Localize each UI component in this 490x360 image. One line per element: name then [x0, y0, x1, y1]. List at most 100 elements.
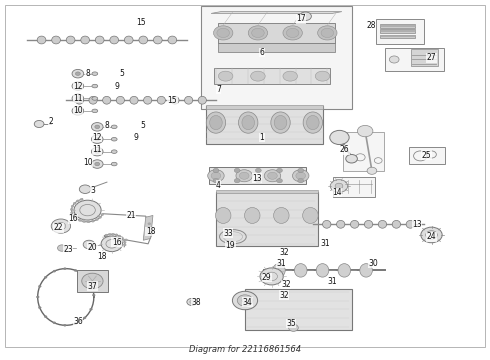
Circle shape: [234, 179, 240, 183]
Bar: [219, 42, 335, 51]
Circle shape: [187, 298, 196, 306]
Circle shape: [255, 168, 261, 172]
Circle shape: [234, 168, 240, 172]
Ellipse shape: [406, 220, 415, 228]
Text: Diagram for 22116861564: Diagram for 22116861564: [189, 345, 301, 354]
Text: 19: 19: [226, 241, 235, 250]
Ellipse shape: [110, 36, 119, 44]
Circle shape: [38, 306, 41, 309]
Circle shape: [330, 130, 349, 145]
Text: 26: 26: [340, 145, 349, 154]
Circle shape: [90, 308, 93, 310]
Text: 32: 32: [281, 280, 291, 289]
Circle shape: [82, 273, 103, 289]
Text: 1: 1: [260, 133, 264, 142]
Bar: [386, 48, 443, 71]
Text: 24: 24: [427, 232, 436, 241]
Circle shape: [95, 138, 99, 141]
Text: 2: 2: [49, 117, 53, 126]
Circle shape: [72, 215, 75, 217]
Text: 13: 13: [252, 174, 262, 183]
Ellipse shape: [316, 264, 329, 277]
Ellipse shape: [124, 36, 133, 44]
Ellipse shape: [242, 116, 254, 130]
Bar: [214, 68, 330, 84]
Ellipse shape: [392, 220, 400, 228]
Text: 6: 6: [260, 48, 265, 57]
Bar: [380, 35, 415, 38]
Text: 18: 18: [98, 252, 107, 261]
Circle shape: [71, 205, 74, 207]
Circle shape: [330, 180, 348, 192]
Text: 5: 5: [141, 121, 146, 130]
Ellipse shape: [206, 112, 225, 133]
Text: 16: 16: [68, 215, 78, 224]
Ellipse shape: [268, 172, 277, 179]
Ellipse shape: [365, 220, 373, 228]
Circle shape: [101, 236, 122, 252]
Circle shape: [277, 179, 282, 183]
Ellipse shape: [273, 207, 289, 224]
Text: 10: 10: [73, 107, 83, 116]
Circle shape: [79, 185, 91, 193]
Ellipse shape: [210, 116, 222, 130]
Bar: [409, 147, 445, 165]
Ellipse shape: [89, 96, 97, 104]
Ellipse shape: [274, 116, 287, 130]
Circle shape: [74, 323, 77, 325]
Circle shape: [148, 223, 151, 225]
Circle shape: [124, 239, 127, 241]
Text: 12: 12: [73, 82, 83, 91]
Circle shape: [44, 316, 47, 318]
Ellipse shape: [360, 264, 372, 277]
Text: 31: 31: [276, 259, 286, 268]
Circle shape: [74, 269, 77, 271]
Ellipse shape: [102, 96, 111, 104]
Circle shape: [96, 219, 98, 221]
Circle shape: [92, 294, 95, 296]
Circle shape: [335, 183, 343, 189]
Ellipse shape: [321, 28, 334, 37]
Bar: [76, 270, 108, 292]
Ellipse shape: [322, 220, 331, 228]
Circle shape: [78, 219, 81, 221]
Text: 29: 29: [262, 273, 271, 282]
Text: 27: 27: [427, 53, 436, 62]
Ellipse shape: [144, 96, 152, 104]
Circle shape: [75, 97, 80, 100]
Ellipse shape: [245, 207, 260, 224]
Circle shape: [300, 12, 311, 21]
Text: 4: 4: [216, 181, 221, 190]
Circle shape: [390, 56, 399, 63]
Text: 36: 36: [73, 317, 83, 326]
Ellipse shape: [208, 170, 224, 182]
Ellipse shape: [303, 112, 322, 133]
Circle shape: [118, 235, 121, 237]
Ellipse shape: [219, 71, 233, 81]
Bar: [206, 105, 322, 109]
Ellipse shape: [111, 150, 117, 153]
Ellipse shape: [236, 170, 252, 182]
Circle shape: [289, 324, 298, 331]
Circle shape: [44, 276, 47, 278]
Text: 5: 5: [119, 69, 124, 78]
Ellipse shape: [66, 36, 75, 44]
Text: 10: 10: [83, 158, 93, 167]
Text: 18: 18: [146, 227, 155, 236]
Circle shape: [75, 109, 80, 113]
Ellipse shape: [252, 28, 264, 37]
Ellipse shape: [116, 96, 124, 104]
Circle shape: [190, 301, 194, 303]
Ellipse shape: [111, 138, 117, 141]
Ellipse shape: [271, 112, 290, 133]
Bar: [216, 190, 318, 193]
Ellipse shape: [214, 26, 233, 40]
Text: 11: 11: [93, 145, 102, 154]
Circle shape: [237, 295, 253, 306]
Bar: [209, 167, 306, 184]
Circle shape: [92, 135, 103, 144]
Text: 3: 3: [90, 186, 95, 195]
Bar: [216, 192, 318, 247]
Ellipse shape: [52, 36, 60, 44]
Circle shape: [92, 123, 103, 131]
